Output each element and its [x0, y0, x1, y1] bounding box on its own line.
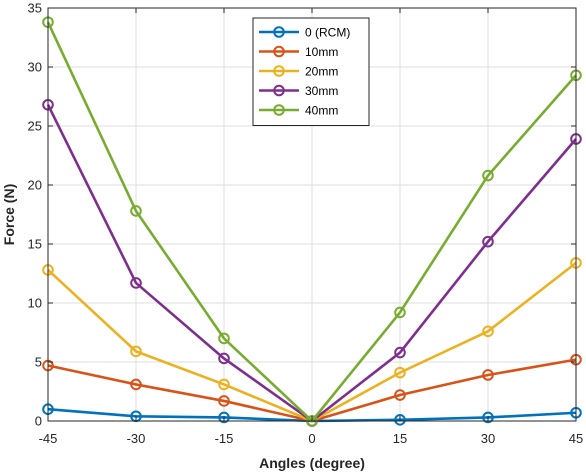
y-tick-label: 10 — [28, 296, 42, 311]
data-point — [394, 366, 406, 379]
legend-entry: 20mm — [305, 65, 338, 79]
data-point — [130, 345, 142, 358]
data-point — [130, 205, 142, 217]
data-point — [218, 378, 230, 391]
data-point — [218, 395, 230, 407]
legend-swatch-marker — [273, 26, 285, 38]
y-tick-label: 15 — [28, 237, 42, 252]
y-tick-label: 5 — [35, 355, 42, 370]
data-point — [218, 332, 230, 345]
x-axis-label: Angles (degree) — [259, 455, 365, 471]
data-point — [482, 235, 494, 248]
data-point — [394, 346, 406, 359]
legend-swatch-marker — [273, 84, 285, 97]
y-tick-label: 25 — [28, 119, 42, 134]
legend-entry: 10mm — [305, 45, 338, 59]
data-point — [482, 169, 494, 182]
data-point — [394, 389, 406, 401]
legend-swatch-marker — [273, 45, 285, 58]
legend-entry: 40mm — [305, 104, 338, 118]
data-point — [394, 414, 406, 426]
legend-swatch-marker — [273, 104, 285, 116]
data-point — [130, 277, 142, 289]
x-tick-label: 15 — [393, 431, 407, 446]
y-tick-label: 35 — [28, 1, 42, 16]
legend: 0 (RCM) 10mm 20mm 30mm 40mm — [252, 17, 370, 126]
legend-entry: 30mm — [305, 84, 338, 98]
data-point — [482, 369, 494, 381]
data-point — [394, 306, 406, 319]
legend-entry: 0 (RCM) — [305, 26, 350, 40]
y-tick-label: 20 — [28, 178, 42, 193]
axis-ticks: -45 -30 -15 0 15 30 45 0 5 10 15 20 25 30 35 — [28, 1, 584, 447]
data-point — [482, 325, 494, 338]
x-tick-label: -45 — [39, 431, 58, 446]
data-point — [218, 411, 230, 424]
x-tick-label: -30 — [127, 431, 146, 446]
y-axis-label: Force (N) — [1, 184, 17, 245]
y-tick-label: 0 — [35, 414, 42, 429]
data-point — [218, 352, 230, 365]
x-tick-label: 0 — [308, 431, 315, 446]
y-tick-label: 30 — [28, 60, 42, 75]
legend-swatch-marker — [273, 65, 285, 77]
data-point — [130, 378, 142, 391]
x-tick-label: 30 — [481, 431, 495, 446]
x-tick-label: 45 — [569, 431, 583, 446]
x-tick-label: -15 — [215, 431, 234, 446]
data-point — [482, 411, 494, 424]
